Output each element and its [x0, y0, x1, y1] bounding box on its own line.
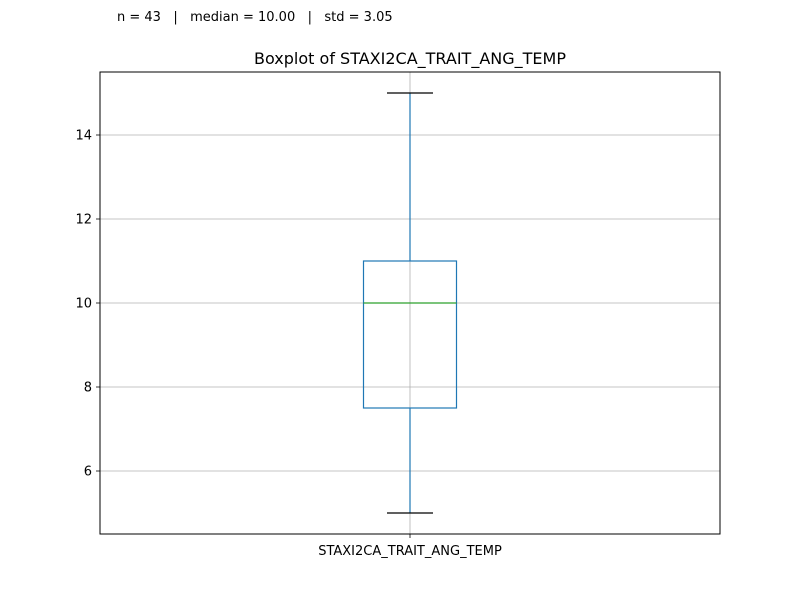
y-tick-label: 14: [75, 129, 92, 144]
box-elements: [362, 92, 458, 514]
y-tick-label: 8: [84, 381, 92, 396]
x-tick-label: STAXI2CA_TRAIT_ANG_TEMP: [318, 544, 502, 559]
summary-stats-text: n = 43 | median = 10.00 | std = 3.05: [117, 10, 393, 25]
x-axis-ticks: STAXI2CA_TRAIT_ANG_TEMP: [318, 534, 502, 559]
iqr-box: [362, 260, 458, 409]
y-tick-label: 10: [75, 297, 92, 312]
chart-title: Boxplot of STAXI2CA_TRAIT_ANG_TEMP: [254, 49, 566, 69]
y-tick-label: 6: [84, 465, 92, 480]
y-tick-label: 12: [75, 213, 92, 228]
y-axis-ticks: 6 8 10 12 14: [75, 129, 100, 480]
